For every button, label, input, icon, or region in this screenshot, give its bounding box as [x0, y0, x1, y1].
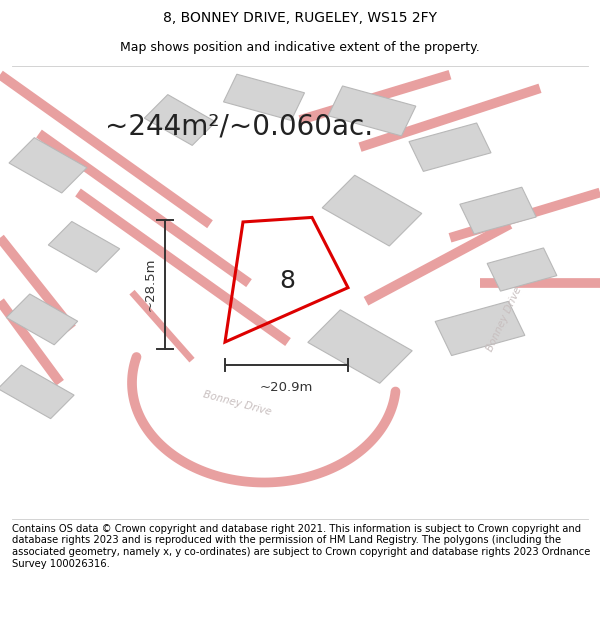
Polygon shape [308, 310, 412, 383]
Text: ~244m²/~0.060ac.: ~244m²/~0.060ac. [105, 112, 373, 141]
Polygon shape [322, 175, 422, 246]
Polygon shape [487, 248, 557, 291]
Text: Contains OS data © Crown copyright and database right 2021. This information is : Contains OS data © Crown copyright and d… [12, 524, 590, 569]
Text: Map shows position and indicative extent of the property.: Map shows position and indicative extent… [120, 41, 480, 54]
Polygon shape [435, 301, 525, 356]
Polygon shape [0, 365, 74, 419]
Polygon shape [145, 94, 215, 146]
Text: Bonney Drive: Bonney Drive [202, 389, 272, 417]
Text: ~28.5m: ~28.5m [143, 258, 157, 311]
Text: ~20.9m: ~20.9m [260, 381, 313, 394]
Polygon shape [7, 294, 77, 345]
Polygon shape [409, 123, 491, 171]
Polygon shape [328, 86, 416, 136]
Polygon shape [460, 188, 536, 234]
Text: Bonney Drive: Bonney Drive [485, 286, 523, 353]
Polygon shape [224, 74, 304, 121]
Text: 8: 8 [279, 269, 295, 293]
Text: 8, BONNEY DRIVE, RUGELEY, WS15 2FY: 8, BONNEY DRIVE, RUGELEY, WS15 2FY [163, 11, 437, 26]
Polygon shape [49, 221, 119, 272]
Polygon shape [9, 138, 87, 193]
